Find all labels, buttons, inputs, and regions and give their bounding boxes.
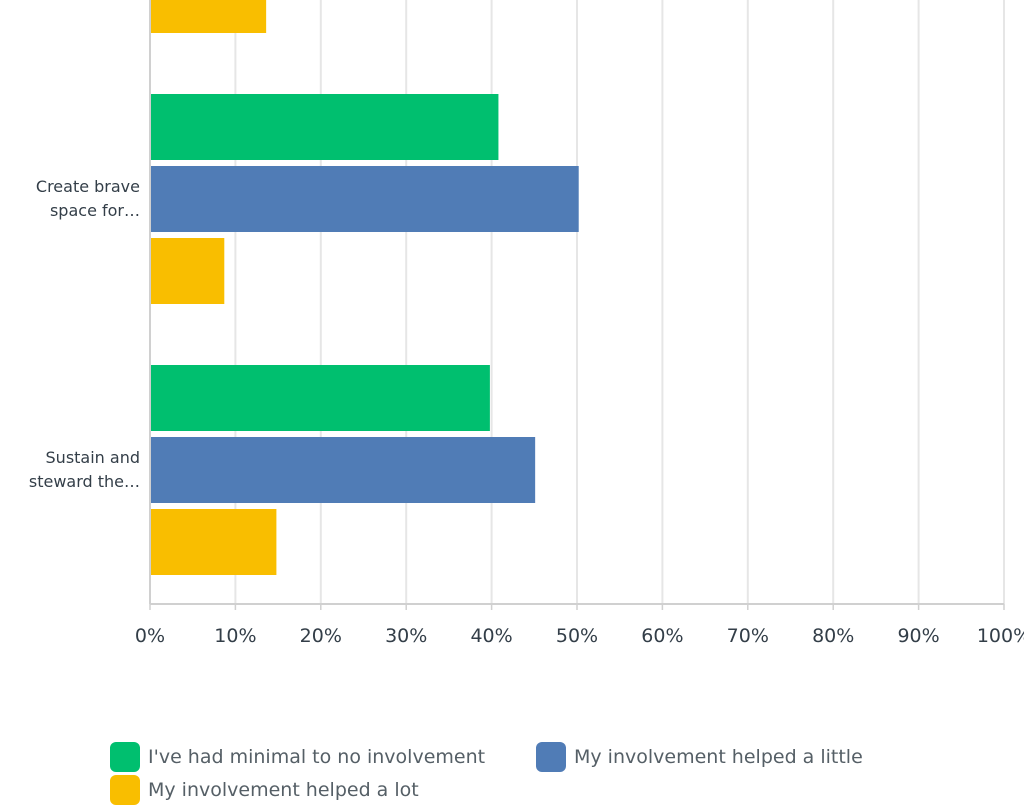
legend-item-minimal: I've had minimal to no involvement xyxy=(110,742,485,772)
category-label: Create brave space for… xyxy=(0,175,140,223)
x-tick-label: 20% xyxy=(300,625,342,647)
legend-swatch-minimal xyxy=(110,742,140,772)
legend-item-lot: My involvement helped a lot xyxy=(110,775,419,805)
x-axis: 0% 10% 20% 30% 40% 50% 60% 70% 80% 90% 100% xyxy=(135,0,1024,647)
legend-label-minimal: I've had minimal to no involvement xyxy=(148,746,486,768)
x-tick-label: 30% xyxy=(385,625,427,647)
legend-label-little: My involvement helped a little xyxy=(574,746,863,768)
category-label-line: Create brave xyxy=(35,177,140,196)
bar xyxy=(150,437,536,503)
x-tick-label: 10% xyxy=(214,625,256,647)
category-label: Sustain and steward the… xyxy=(0,446,140,494)
bar xyxy=(150,0,267,33)
bar xyxy=(150,94,499,160)
legend-swatch-lot xyxy=(110,775,140,805)
x-tick-label: 70% xyxy=(727,625,769,647)
legend-label-lot: My involvement helped a lot xyxy=(148,779,419,801)
bar xyxy=(150,365,490,431)
x-tick-label: 0% xyxy=(135,625,165,647)
x-tick-label: 100% xyxy=(977,625,1024,647)
bar xyxy=(150,166,579,232)
bar-chart: 0% 10% 20% 30% 40% 50% 60% 70% 80% 90% 100% xyxy=(135,0,1024,647)
bar xyxy=(150,238,225,304)
x-tick-label: 80% xyxy=(812,625,854,647)
category-label-line: space for… xyxy=(49,201,140,220)
x-tick-label: 40% xyxy=(470,625,512,647)
x-tick-label: 60% xyxy=(641,625,683,647)
bars xyxy=(150,0,579,575)
x-tick-label: 50% xyxy=(556,625,598,647)
legend-swatch-little xyxy=(536,742,566,772)
gridlines xyxy=(234,0,1005,604)
bar xyxy=(150,509,277,575)
category-label-line: steward the… xyxy=(28,472,140,491)
category-label-line: Sustain and xyxy=(45,448,140,467)
legend-item-little: My involvement helped a little xyxy=(536,742,863,772)
x-tick-label: 90% xyxy=(897,625,939,647)
